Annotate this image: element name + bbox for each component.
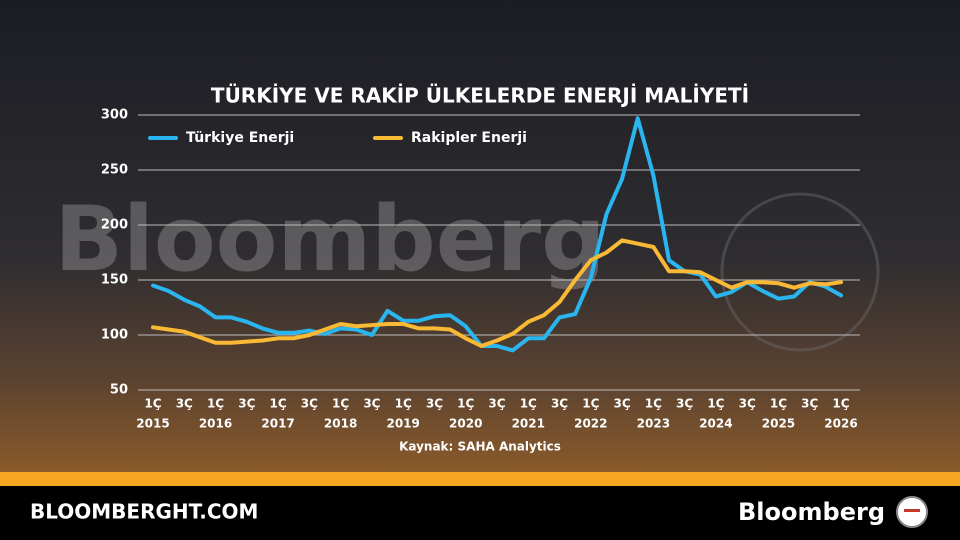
y-tick-label: 100 [101,328,128,343]
x-tick-label: 3Ç [301,397,318,411]
x-year-label: 2023 [637,417,670,431]
x-tick-label: 1Ç [207,397,224,411]
x-tick-label: 3Ç [363,397,380,411]
y-tick-label: 200 [101,218,128,233]
legend-label: Rakipler Enerji [411,130,527,146]
x-tick-label: 3Ç [238,397,255,411]
x-tick-label: 1Ç [707,397,724,411]
footer [0,486,960,540]
x-tick-label: 1Ç [582,397,599,411]
x-tick-label: 1Ç [645,397,662,411]
legend-label: Türkiye Enerji [186,130,294,146]
y-tick-label: 50 [110,383,128,398]
x-tick-label: 3Ç [551,397,568,411]
y-tick-label: 150 [101,273,128,288]
x-tick-label: 1Ç [832,397,849,411]
x-year-label: 2025 [762,417,795,431]
y-tick-label: 300 [101,108,128,123]
x-year-label: 2016 [199,417,232,431]
footer-brand: Bloomberg [738,498,885,526]
x-year-label: 2015 [136,417,169,431]
series-line [151,116,843,353]
x-tick-label: 3Ç [426,397,443,411]
y-tick-label: 250 [101,163,128,178]
x-tick-label: 3Ç [488,397,505,411]
series-line [151,238,843,348]
x-tick-label: 1Ç [332,397,349,411]
x-year-label: 2020 [449,417,482,431]
background [0,0,960,472]
x-tick-label: 3Ç [676,397,693,411]
watermark: Bloomberg [54,187,605,292]
x-year-label: 2022 [574,417,607,431]
logo-watermark [720,192,880,352]
x-tick-label: 3Ç [801,397,818,411]
footer-logo-bar [904,509,920,512]
source: Kaynak: SAHA Analytics [399,440,561,454]
x-tick-label: 1Ç [144,397,161,411]
x-year-label: 2017 [261,417,294,431]
x-year-label: 2019 [386,417,419,431]
x-tick-label: 1Ç [395,397,412,411]
x-year-label: 2024 [699,417,732,431]
x-tick-label: 3Ç [614,397,631,411]
x-tick-label: 3Ç [176,397,193,411]
x-tick-label: 1Ç [770,397,787,411]
plot: 50 100 150 200 250 300 1Ç 3Ç 1Ç 3Ç 1Ç 3Ç 1Ç 3Ç 1Ç 3Ç 1Ç 3… [101,108,860,431]
accent-strip [0,472,960,486]
x-tick-label: 1Ç [520,397,537,411]
x-tick-label: 1Ç [270,397,287,411]
x-tick-label: 3Ç [739,397,756,411]
x-year-label: 2021 [512,417,545,431]
footer-site: BLOOMBERGHT.COM [30,500,258,524]
x-year-label: 2026 [824,417,857,431]
chart-title: TÜRKİYE VE RAKİP ÜLKELERDE ENERJİ MALİYE… [211,84,749,108]
x-tick-label: 1Ç [457,397,474,411]
x-year-label: 2018 [324,417,357,431]
